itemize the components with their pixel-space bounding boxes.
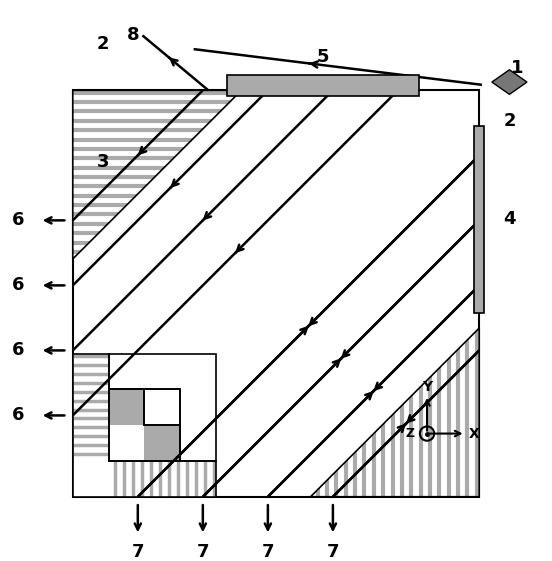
Text: 1: 1 bbox=[511, 59, 524, 77]
Text: 7: 7 bbox=[131, 542, 144, 560]
Text: 7: 7 bbox=[262, 542, 274, 560]
Text: 8: 8 bbox=[127, 26, 140, 44]
Bar bbox=[73, 461, 109, 496]
Bar bbox=[180, 353, 216, 389]
Text: 6: 6 bbox=[12, 407, 24, 425]
Text: X: X bbox=[468, 426, 479, 440]
Bar bbox=[474, 126, 484, 312]
Bar bbox=[226, 75, 419, 96]
Bar bbox=[109, 425, 144, 461]
Polygon shape bbox=[311, 328, 479, 496]
Text: 6: 6 bbox=[12, 211, 24, 229]
Polygon shape bbox=[492, 70, 527, 94]
Bar bbox=[73, 90, 479, 496]
Bar bbox=[144, 389, 180, 425]
Text: 2: 2 bbox=[503, 112, 516, 130]
Text: 6: 6 bbox=[12, 342, 24, 360]
Text: Y: Y bbox=[422, 380, 432, 394]
Polygon shape bbox=[73, 353, 109, 461]
Text: 3: 3 bbox=[97, 153, 109, 171]
Text: 7: 7 bbox=[327, 542, 339, 560]
Text: 4: 4 bbox=[503, 210, 516, 228]
Polygon shape bbox=[109, 389, 144, 425]
Text: 5: 5 bbox=[316, 48, 329, 66]
Text: Z: Z bbox=[406, 427, 415, 440]
Text: 2: 2 bbox=[97, 35, 109, 53]
Text: 7: 7 bbox=[197, 542, 209, 560]
Polygon shape bbox=[73, 90, 241, 259]
Polygon shape bbox=[109, 461, 216, 496]
Text: 6: 6 bbox=[12, 277, 24, 295]
Polygon shape bbox=[144, 425, 180, 461]
